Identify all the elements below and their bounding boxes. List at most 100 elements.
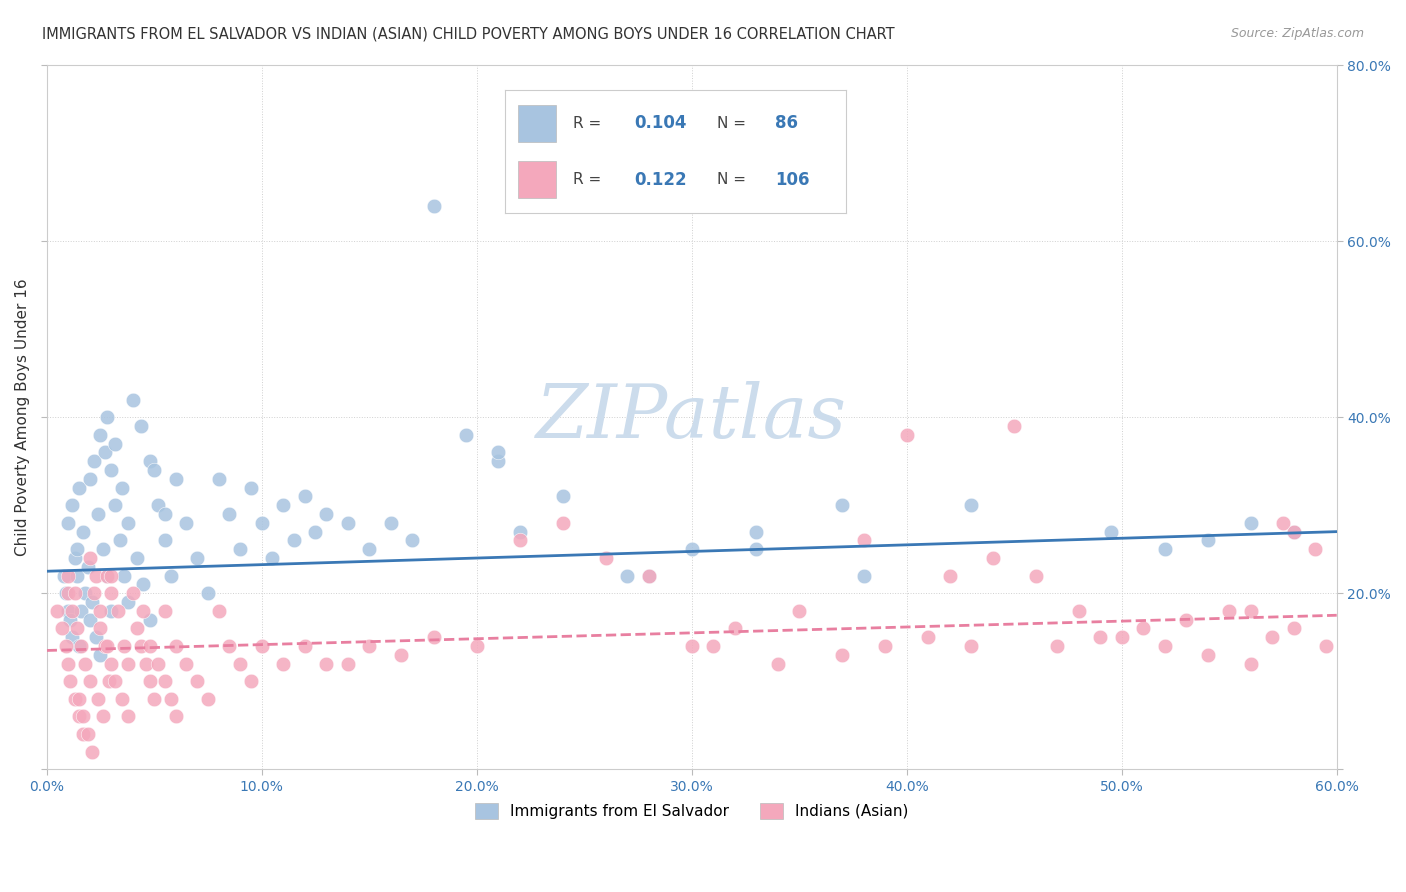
Point [51,622,73,636]
Point [401,533,423,548]
Point [380,516,402,530]
Point [422,630,444,644]
Point [56,568,79,582]
Point [135,657,157,671]
Point [186,551,208,566]
Point [766,657,789,671]
Point [896,427,918,442]
Point [283,533,305,548]
Point [46,604,69,618]
Point [79,551,101,566]
Point [315,657,337,671]
Point [96,639,118,653]
Point [108,533,131,548]
Point [1046,639,1069,653]
Point [702,639,724,653]
Point [681,542,703,557]
Point [745,524,768,539]
Point [509,524,531,539]
Point [218,639,240,653]
Point [121,392,143,407]
Point [239,481,262,495]
Point [250,639,273,653]
Point [454,427,477,442]
Point [304,524,326,539]
Point [1240,516,1263,530]
Point [148,657,170,671]
Point [72,524,94,539]
Point [1261,630,1284,644]
Point [62,604,84,618]
Point [117,709,139,723]
Point [67,481,90,495]
Point [1153,639,1175,653]
Point [72,727,94,741]
Point [1271,516,1294,530]
Point [84,630,107,644]
Point [56,586,79,600]
Point [294,490,316,504]
Point [359,639,381,653]
Text: ZIPatlas: ZIPatlas [536,381,848,453]
Point [938,568,960,582]
Point [1282,524,1305,539]
Point [96,410,118,425]
Point [486,445,509,459]
Point [72,709,94,723]
Point [336,516,359,530]
Point [125,622,148,636]
Point [197,586,219,600]
Point [139,639,162,653]
Point [79,674,101,689]
Point [66,542,89,557]
Point [1315,639,1337,653]
Point [70,604,93,618]
Point [67,639,90,653]
Point [208,604,231,618]
Point [197,692,219,706]
Point [336,657,359,671]
Point [229,657,252,671]
Point [208,472,231,486]
Point [165,639,187,653]
Point [104,436,127,450]
Point [80,745,103,759]
Point [89,427,111,442]
Point [89,604,111,618]
Point [63,551,86,566]
Point [509,533,531,548]
Point [1099,524,1122,539]
Point [1240,657,1263,671]
Point [1218,604,1240,618]
Point [84,568,107,582]
Point [143,692,166,706]
Point [75,657,97,671]
Point [55,639,77,653]
Point [218,507,240,521]
Point [100,568,122,582]
Point [129,419,152,434]
Point [875,639,897,653]
Point [80,595,103,609]
Point [271,498,294,512]
Point [1111,630,1133,644]
Point [56,657,79,671]
Point [981,551,1004,566]
Point [63,692,86,706]
Point [117,657,139,671]
Point [294,639,316,653]
Point [63,586,86,600]
Point [359,542,381,557]
Point [104,674,127,689]
Point [391,648,413,662]
Point [76,559,98,574]
Point [96,568,118,582]
Point [143,463,166,477]
Point [139,454,162,468]
Point [112,639,135,653]
Point [93,445,115,459]
Point [1175,613,1198,627]
Point [852,568,875,582]
Point [112,568,135,582]
Y-axis label: Child Poverty Among Boys Under 16: Child Poverty Among Boys Under 16 [15,278,30,556]
